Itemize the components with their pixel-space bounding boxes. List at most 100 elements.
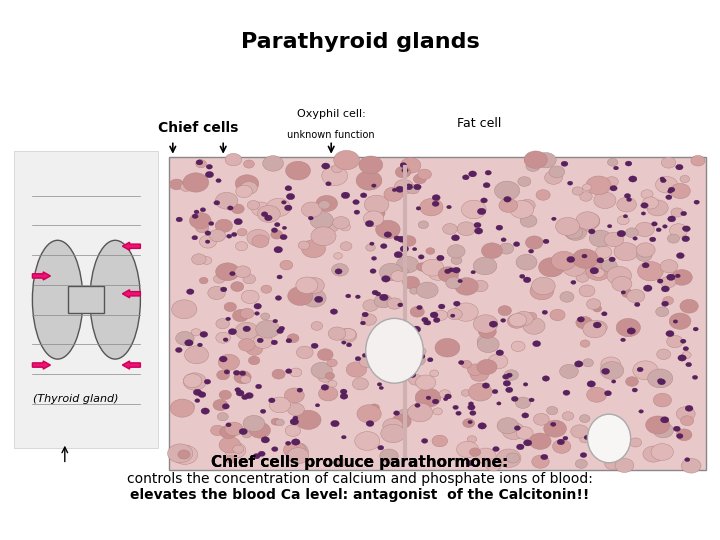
Circle shape (580, 415, 590, 422)
Circle shape (526, 236, 543, 249)
Circle shape (287, 334, 299, 343)
Circle shape (600, 357, 621, 372)
Circle shape (576, 212, 599, 230)
Circle shape (681, 458, 701, 473)
Circle shape (468, 421, 472, 424)
Circle shape (666, 195, 672, 200)
Circle shape (277, 275, 282, 279)
Circle shape (372, 291, 378, 295)
Circle shape (311, 362, 333, 379)
Circle shape (246, 343, 263, 355)
Circle shape (627, 328, 636, 334)
Circle shape (552, 252, 577, 270)
FancyArrow shape (32, 272, 50, 280)
Circle shape (653, 393, 672, 407)
Circle shape (626, 198, 631, 201)
Circle shape (483, 183, 490, 188)
Circle shape (336, 458, 346, 467)
FancyBboxPatch shape (68, 286, 104, 313)
Circle shape (470, 367, 489, 381)
Circle shape (252, 235, 269, 248)
Circle shape (680, 176, 690, 183)
Circle shape (474, 228, 482, 234)
Circle shape (184, 346, 209, 364)
Circle shape (271, 447, 278, 451)
Circle shape (222, 404, 230, 409)
Circle shape (510, 200, 534, 218)
Circle shape (396, 186, 404, 192)
Circle shape (400, 352, 410, 360)
Circle shape (529, 398, 534, 402)
Circle shape (561, 161, 568, 166)
Circle shape (420, 198, 443, 216)
Circle shape (662, 296, 673, 305)
Circle shape (341, 242, 352, 251)
Circle shape (219, 437, 240, 453)
Circle shape (383, 418, 403, 434)
Circle shape (271, 418, 281, 425)
Circle shape (469, 383, 492, 401)
Circle shape (617, 197, 636, 212)
Text: elevates the blood Ca level: antagonist  of the Calcitonin!!: elevates the blood Ca level: antagonist … (130, 488, 590, 502)
Circle shape (661, 417, 669, 423)
Circle shape (285, 425, 301, 436)
Circle shape (378, 446, 384, 450)
Circle shape (225, 422, 243, 436)
Circle shape (392, 188, 397, 192)
Circle shape (637, 367, 643, 372)
Text: Chief cells produce parathormone:: Chief cells produce parathormone: (212, 455, 508, 470)
Circle shape (670, 184, 690, 199)
Circle shape (241, 290, 259, 303)
Circle shape (567, 181, 573, 185)
Circle shape (257, 338, 264, 343)
Circle shape (240, 371, 246, 376)
Circle shape (364, 211, 384, 226)
Circle shape (593, 306, 602, 312)
Circle shape (228, 329, 237, 335)
Circle shape (676, 253, 684, 259)
Circle shape (418, 354, 425, 359)
Circle shape (322, 163, 330, 169)
Circle shape (565, 226, 582, 239)
Circle shape (330, 309, 338, 314)
Circle shape (580, 340, 590, 347)
Circle shape (176, 332, 194, 345)
Circle shape (483, 341, 497, 352)
Circle shape (582, 184, 591, 191)
Circle shape (632, 388, 637, 392)
Circle shape (534, 414, 549, 425)
Circle shape (516, 254, 537, 270)
Circle shape (473, 257, 497, 275)
Circle shape (236, 390, 244, 396)
Circle shape (621, 291, 626, 294)
Circle shape (520, 214, 537, 227)
Circle shape (417, 306, 423, 309)
Circle shape (391, 271, 405, 281)
Circle shape (372, 256, 377, 260)
Circle shape (608, 158, 618, 166)
Circle shape (199, 235, 217, 248)
Circle shape (402, 168, 408, 173)
Circle shape (170, 399, 194, 417)
Circle shape (647, 200, 668, 216)
Circle shape (649, 237, 656, 242)
Circle shape (451, 235, 459, 241)
Circle shape (329, 225, 338, 232)
Circle shape (572, 187, 583, 195)
Circle shape (518, 201, 528, 210)
Circle shape (453, 267, 460, 273)
Circle shape (290, 368, 302, 377)
Circle shape (433, 318, 440, 322)
Circle shape (418, 255, 424, 259)
Circle shape (303, 278, 325, 293)
Circle shape (660, 276, 676, 288)
Circle shape (593, 322, 601, 328)
Circle shape (408, 372, 416, 378)
Circle shape (520, 274, 525, 278)
Circle shape (462, 390, 470, 396)
Circle shape (572, 249, 598, 268)
Circle shape (341, 341, 346, 344)
Circle shape (172, 445, 198, 464)
Circle shape (297, 388, 302, 392)
Text: controls the concentration of calcium and phosphate ions of blood:: controls the concentration of calcium an… (127, 472, 593, 486)
